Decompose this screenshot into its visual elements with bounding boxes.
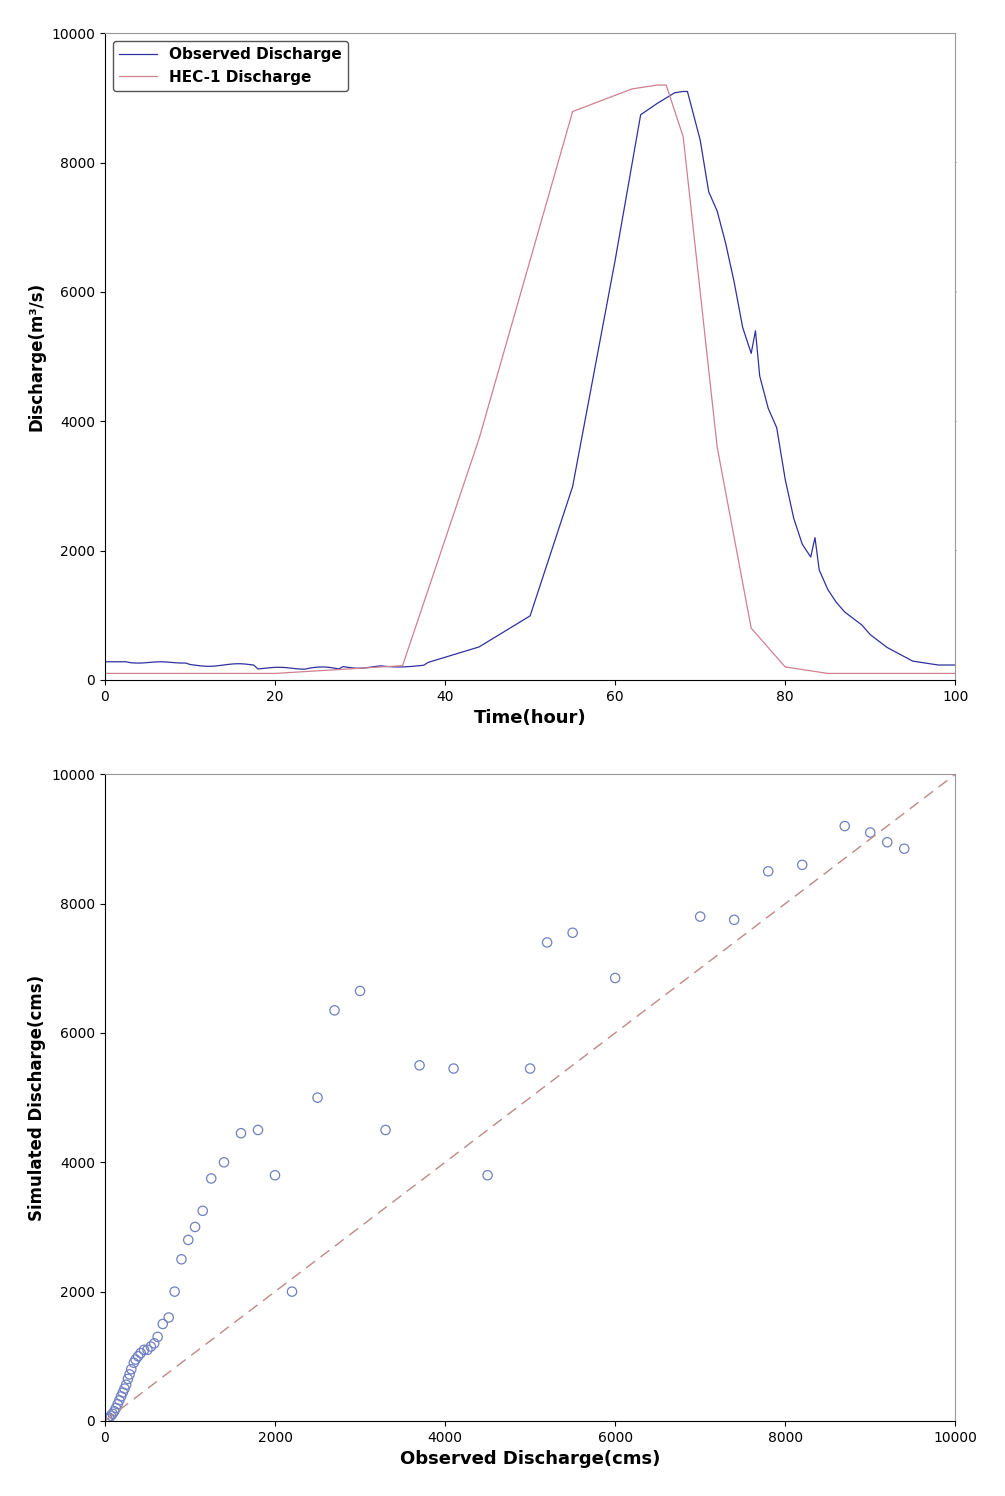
Point xyxy=(250,1118,266,1141)
Point xyxy=(112,1388,128,1412)
Point xyxy=(105,1402,121,1426)
Y-axis label: Discharge(m³/s): Discharge(m³/s) xyxy=(28,283,46,431)
Point xyxy=(539,931,555,954)
Point xyxy=(284,1279,300,1303)
Point xyxy=(203,1167,219,1191)
X-axis label: Observed Discharge(cms): Observed Discharge(cms) xyxy=(400,1450,660,1468)
Line: Observed Discharge: Observed Discharge xyxy=(105,91,960,669)
Point xyxy=(896,836,913,860)
Observed Discharge xyxy=(954,657,966,675)
Observed Discharge xyxy=(813,561,825,579)
Point xyxy=(99,1408,116,1432)
HEC-1 Discharge xyxy=(937,664,949,682)
Point xyxy=(133,1340,149,1364)
Y-axis label: Simulated Discharge(cms): Simulated Discharge(cms) xyxy=(28,974,46,1221)
Point xyxy=(479,1164,495,1188)
Point xyxy=(837,814,853,838)
Point xyxy=(187,1215,203,1239)
Observed Discharge xyxy=(320,658,332,676)
Point xyxy=(216,1150,232,1174)
HEC-1 Discharge xyxy=(809,663,821,681)
Point xyxy=(146,1331,162,1355)
Point xyxy=(115,1381,131,1405)
Point xyxy=(143,1334,159,1358)
Point xyxy=(136,1337,152,1361)
Point xyxy=(126,1351,142,1375)
Point xyxy=(267,1164,283,1188)
HEC-1 Discharge xyxy=(954,664,966,682)
Observed Discharge xyxy=(298,660,311,678)
Point xyxy=(119,1373,135,1397)
Point xyxy=(167,1279,183,1303)
Point xyxy=(310,1086,326,1110)
Point xyxy=(128,1348,144,1372)
HEC-1 Discharge xyxy=(520,266,532,284)
HEC-1 Discharge xyxy=(316,661,328,679)
Point xyxy=(155,1312,171,1336)
Point xyxy=(411,1053,427,1077)
Point xyxy=(140,1337,156,1361)
Observed Discharge xyxy=(941,657,953,675)
Point xyxy=(117,1376,133,1400)
Point xyxy=(108,1396,124,1420)
Point xyxy=(124,1357,140,1381)
Point xyxy=(879,830,895,854)
X-axis label: Time(hour): Time(hour) xyxy=(473,709,587,727)
Point xyxy=(130,1345,146,1369)
Point xyxy=(445,1056,461,1080)
Point xyxy=(174,1248,190,1272)
Point xyxy=(195,1198,211,1222)
Observed Discharge xyxy=(98,652,111,670)
Point xyxy=(565,920,581,944)
HEC-1 Discharge xyxy=(651,76,663,94)
Point xyxy=(180,1228,196,1252)
Point xyxy=(862,821,878,845)
HEC-1 Discharge xyxy=(98,664,111,682)
Point xyxy=(161,1306,177,1330)
Point xyxy=(102,1406,118,1430)
HEC-1 Discharge xyxy=(613,85,625,103)
Observed Discharge xyxy=(618,203,630,221)
Point xyxy=(103,1403,119,1427)
Point xyxy=(692,905,709,929)
Point xyxy=(607,966,623,990)
Legend: Observed Discharge, HEC-1 Discharge: Observed Discharge, HEC-1 Discharge xyxy=(113,40,348,91)
Point xyxy=(233,1121,249,1144)
Observed Discharge xyxy=(550,530,562,548)
Point xyxy=(110,1393,126,1417)
HEC-1 Discharge xyxy=(546,177,558,194)
Point xyxy=(150,1325,166,1349)
Point xyxy=(727,908,743,932)
Point xyxy=(113,1384,129,1408)
Point xyxy=(107,1399,123,1423)
Observed Discharge xyxy=(524,607,536,625)
Point xyxy=(522,1056,538,1080)
Point xyxy=(120,1367,136,1391)
Point xyxy=(352,978,368,1002)
Point xyxy=(378,1118,394,1141)
Point xyxy=(122,1363,138,1387)
Point xyxy=(794,853,810,877)
Observed Discharge xyxy=(677,82,689,100)
Point xyxy=(327,998,343,1022)
Point xyxy=(760,859,776,883)
Line: HEC-1 Discharge: HEC-1 Discharge xyxy=(105,85,960,673)
